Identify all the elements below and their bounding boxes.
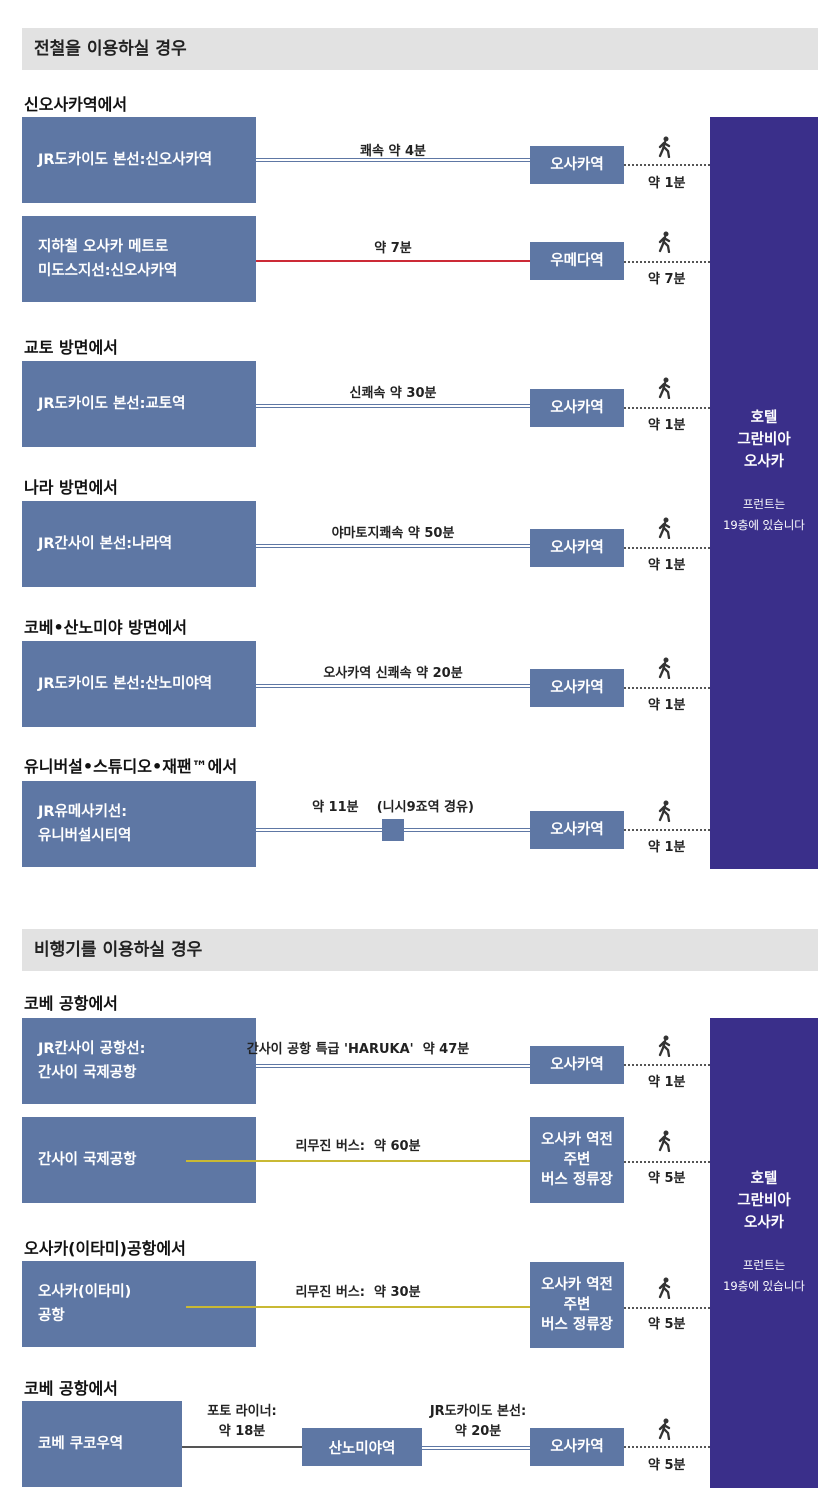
walk-time: 약 1분 — [648, 840, 686, 855]
origin-box: JR간사이 본선:나라역 — [22, 501, 256, 587]
group-label-usj: 유니버설•스튜디오•재팬™에서 — [24, 757, 238, 776]
route-label: 리무진 버스: 약 60분 — [295, 1139, 421, 1154]
transfer-station-marker — [382, 819, 404, 841]
walk-line — [624, 829, 710, 831]
group-label-itami: 오사카(이타미)공항에서 — [24, 1239, 186, 1258]
route-label: 오사카역 신쾌속 약 20분 — [323, 666, 463, 681]
group-label-kyoto: 교토 방면에서 — [24, 338, 118, 357]
route-line — [182, 1446, 302, 1448]
route-label: 간사이 공항 특급 'HARUKA' 약 47분 — [246, 1042, 470, 1057]
walk-time: 약 7분 — [648, 272, 686, 287]
walk-icon — [658, 1418, 671, 1440]
walk-icon — [658, 1035, 671, 1057]
walk-icon — [658, 377, 671, 399]
route-line — [256, 158, 530, 162]
walk-time: 약 1분 — [648, 418, 686, 433]
route-line — [422, 1446, 530, 1450]
route-line — [186, 1160, 530, 1162]
walk-icon — [658, 1130, 671, 1152]
walk-line — [624, 407, 710, 409]
walk-time: 약 1분 — [648, 176, 686, 191]
walk-line — [624, 1064, 710, 1066]
rail-section-header: 전철을 이용하실 경우 — [22, 28, 818, 70]
dest-box: 오사카역 — [530, 1428, 624, 1466]
walk-icon — [658, 231, 671, 253]
route-label: 쾌속 약 4분 — [360, 144, 426, 159]
hotel-block: 호텔 그란비아 오사카 프런트는 19층에 있습니다 — [710, 1018, 818, 1488]
route-label: 약 11분 (니시9죠역 경유) — [312, 800, 474, 815]
walk-line — [624, 1161, 710, 1163]
walk-icon — [658, 517, 671, 539]
walk-line — [624, 261, 710, 263]
walk-time: 약 1분 — [648, 698, 686, 713]
dest-box: 오사카 역전 주변 버스 정류장 — [530, 1117, 624, 1203]
group-label-nara: 나라 방면에서 — [24, 478, 118, 497]
walk-icon — [658, 1277, 671, 1299]
group-label-shin-osaka: 신오사카역에서 — [24, 95, 128, 114]
origin-box: JR칸사이 공항선: 간사이 국제공항 — [22, 1018, 256, 1104]
origin-box: JR도카이도 본선:산노미야역 — [22, 641, 256, 727]
walk-line — [624, 164, 710, 166]
dest-box: 오사카역 — [530, 529, 624, 567]
dest-box: 오사카역 — [530, 669, 624, 707]
walk-time: 약 1분 — [648, 1075, 686, 1090]
walk-time: 약 5분 — [648, 1458, 686, 1473]
origin-box: 오사카(이타미) 공항 — [22, 1261, 256, 1347]
group-label-kobe-airport: 코베 공항에서 — [24, 994, 118, 1013]
origin-box: JR도카이도 본선:교토역 — [22, 361, 256, 447]
route-line — [186, 1064, 530, 1068]
group-label-kobe-airport-2: 코베 공항에서 — [24, 1379, 118, 1398]
route-label: 야마토지쾌속 약 50분 — [331, 526, 455, 541]
route-line — [256, 684, 530, 688]
group-label-kobe-sannomiya: 코베•산노미야 방면에서 — [24, 618, 187, 637]
walk-line — [624, 547, 710, 549]
origin-box: JR도카이도 본선:신오사카역 — [22, 117, 256, 203]
route-label: JR도카이도 본선: 약 20분 — [429, 1404, 527, 1439]
walk-line — [624, 687, 710, 689]
dest-box: 오사카역 — [530, 389, 624, 427]
route-label: 리무진 버스: 약 30분 — [295, 1285, 421, 1300]
dest-box: 오사카역 — [530, 146, 624, 184]
walk-icon — [658, 657, 671, 679]
walk-time: 약 1분 — [648, 558, 686, 573]
route-line — [256, 404, 530, 408]
walk-time: 약 5분 — [648, 1171, 686, 1186]
origin-box: 코베 쿠코우역 — [22, 1401, 182, 1487]
walk-icon — [658, 136, 671, 158]
route-line — [256, 544, 530, 548]
dest-box: 우메다역 — [530, 242, 624, 280]
walk-line — [624, 1446, 710, 1448]
route-label: 포토 라이너: 약 18분 — [207, 1404, 277, 1439]
dest-box: 오사카역 — [530, 811, 624, 849]
hotel-block: 호텔 그란비아 오사카 프런트는 19층에 있습니다 — [710, 117, 818, 869]
dest-box: 오사카 역전 주변 버스 정류장 — [530, 1262, 624, 1348]
route-line — [186, 1306, 530, 1308]
origin-box: 지하철 오사카 메트로 미도스지선:신오사카역 — [22, 216, 256, 302]
hotel-front-note: 프런트는 19층에 있습니다 — [723, 497, 805, 532]
origin-box: JR유메사키선: 유니버설시티역 — [22, 781, 256, 867]
route-label: 신쾌속 약 30분 — [349, 386, 437, 401]
route-line — [256, 260, 530, 262]
walk-icon — [658, 800, 671, 822]
hotel-name: 호텔 그란비아 오사카 — [737, 1171, 791, 1231]
route-label: 약 7분 — [374, 241, 412, 256]
transfer-box: 산노미야역 — [302, 1428, 422, 1466]
hotel-name: 호텔 그란비아 오사카 — [737, 410, 791, 470]
air-section-header: 비행기를 이용하실 경우 — [22, 929, 818, 971]
walk-line — [624, 1307, 710, 1309]
walk-time: 약 5분 — [648, 1317, 686, 1332]
hotel-front-note: 프런트는 19층에 있습니다 — [723, 1258, 805, 1293]
dest-box: 오사카역 — [530, 1046, 624, 1084]
